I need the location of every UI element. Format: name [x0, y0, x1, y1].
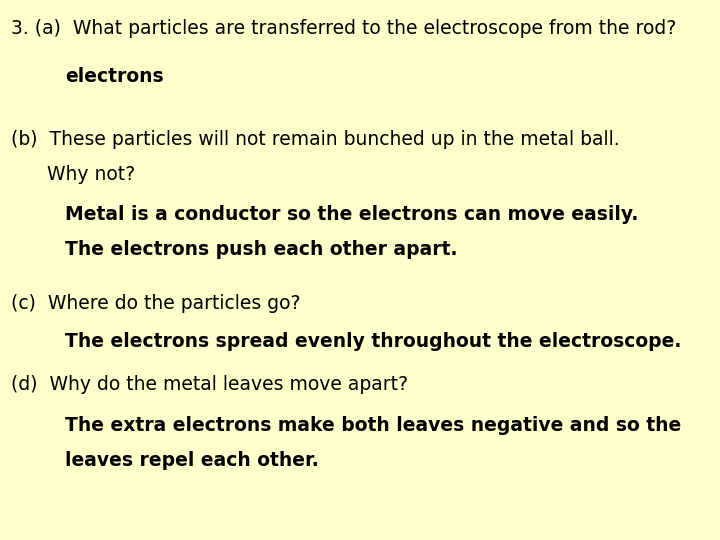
Text: (c)  Where do the particles go?: (c) Where do the particles go?	[11, 294, 300, 313]
Text: The electrons push each other apart.: The electrons push each other apart.	[65, 240, 457, 259]
Text: The electrons spread evenly throughout the electroscope.: The electrons spread evenly throughout t…	[65, 332, 681, 351]
Text: (b)  These particles will not remain bunched up in the metal ball.: (b) These particles will not remain bunc…	[11, 130, 619, 148]
Text: leaves repel each other.: leaves repel each other.	[65, 451, 318, 470]
Text: Why not?: Why not?	[11, 165, 135, 184]
Text: The extra electrons make both leaves negative and so the: The extra electrons make both leaves neg…	[65, 416, 681, 435]
Text: 3. (a)  What particles are transferred to the electroscope from the rod?: 3. (a) What particles are transferred to…	[11, 19, 676, 38]
Text: Metal is a conductor so the electrons can move easily.: Metal is a conductor so the electrons ca…	[65, 205, 638, 224]
Text: (d)  Why do the metal leaves move apart?: (d) Why do the metal leaves move apart?	[11, 375, 408, 394]
Text: electrons: electrons	[65, 68, 163, 86]
